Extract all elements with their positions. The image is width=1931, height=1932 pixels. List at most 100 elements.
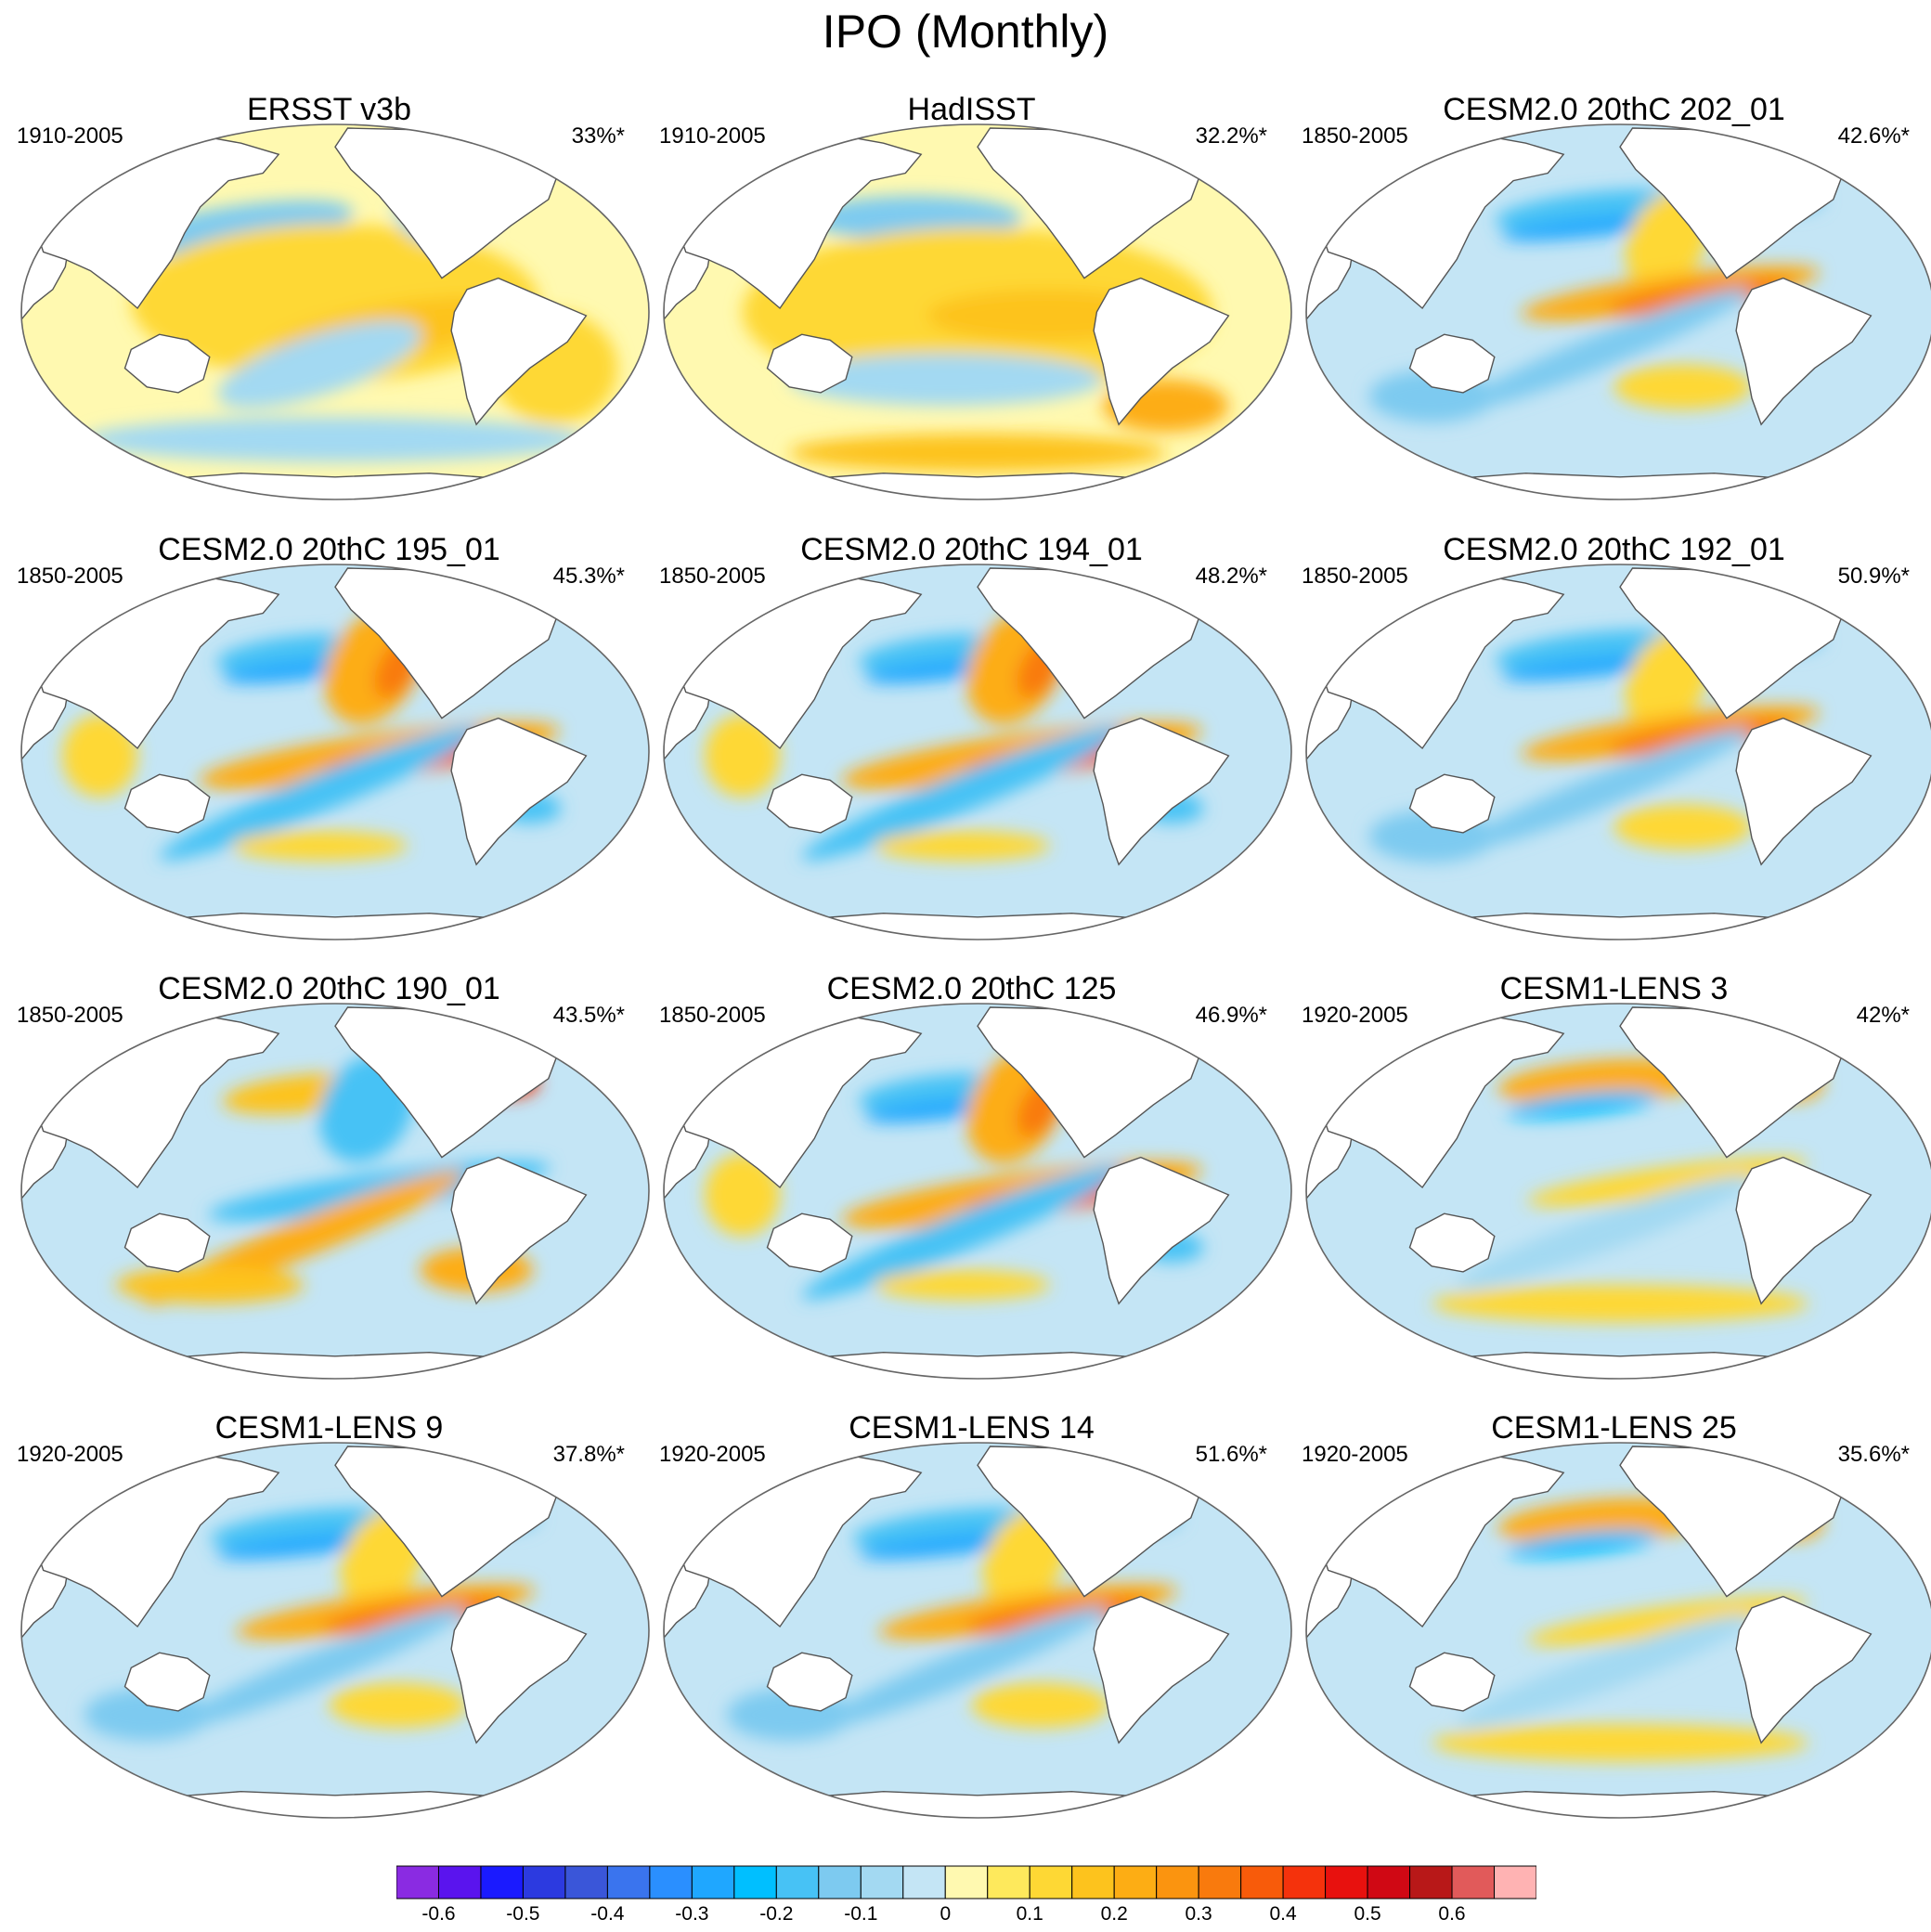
land-australia [123,1212,211,1273]
anomaly-region [1457,1614,1753,1729]
anomaly-region [1608,278,1795,316]
land-australia [123,773,211,834]
anomaly-region [859,1533,1034,1560]
colorbar-box [1451,1865,1496,1900]
anomaly-region [1497,1058,1711,1107]
map-panel: CESM2.0 20thC 190_01 1850-2005 43.5%* [7,970,651,1410]
panel-title: CESM1-LENS 25 [1491,1410,1737,1446]
colorbar-tick-label: -0.2 [759,1903,794,1925]
anomaly-region [1501,655,1677,681]
colorbar-box [437,1865,482,1900]
anomaly-region [159,726,480,861]
land-australia [1408,1652,1496,1712]
colorbar-box [860,1865,904,1900]
panel-period: 1850-2005 [659,564,766,589]
anomaly-region [864,659,1003,683]
colorbar-tick-label: -0.4 [590,1903,625,1925]
colorbar-box [1494,1865,1536,1900]
land-samerica [1735,1156,1873,1305]
colorbar-box [1409,1865,1453,1900]
panel-variance-percent: 48.2%* [1195,564,1267,589]
colorbar-tick-label: 0.2 [1100,1903,1128,1925]
anomaly-region [1608,718,1795,756]
colorbar [396,1865,1536,1900]
colorbar-box [1029,1865,1073,1900]
land-australia [766,333,853,394]
anomaly-region [801,1165,1122,1300]
anomaly-region [971,1682,1109,1729]
colorbar-box [1282,1865,1327,1900]
panel-period: 1850-2005 [1302,564,1408,589]
world-map [1305,1003,1931,1380]
anomaly-region [864,1098,1003,1122]
map-panel: CESM2.0 20thC 192_01 1850-2005 50.9%* [1292,531,1931,971]
anomaly-region [704,714,781,797]
world-map [663,1442,1292,1819]
map-panel: CESM1-LENS 3 1920-2005 42%* [1292,970,1931,1410]
colorbar-tick-label: 0.3 [1185,1903,1212,1925]
anomaly-region [1501,214,1677,241]
land-samerica [1093,1595,1230,1744]
world-map [20,123,650,500]
world-map [663,1003,1292,1380]
world-map [20,1442,650,1819]
colorbar-tick-label: 0.6 [1438,1903,1466,1925]
map-panel: CESM2.0 20thC 125 1850-2005 46.9%* [650,970,1293,1410]
anomaly-region [222,659,360,683]
world-map [663,123,1292,500]
map-border [20,564,650,940]
anomaly-region [216,1533,392,1560]
panel-title: CESM2.0 20thC 125 [826,971,1117,1006]
panel-variance-percent: 32.2%* [1195,123,1267,149]
map-border [663,1003,1292,1380]
colorbar-box [944,1865,989,1900]
colorbar-tick-label: 0.5 [1354,1903,1381,1925]
land-antarctica [140,1790,530,1818]
colorbar-box [1113,1865,1158,1900]
land-samerica [1093,717,1230,866]
map-panel: CESM2.0 20thC 195_01 1850-2005 45.3%* [7,531,651,971]
anomaly-region [1527,1157,1808,1207]
map-border [1305,564,1931,940]
anomaly-region [1457,1175,1753,1290]
land-antarctica [140,472,530,499]
colorbar-tick-label: 0.4 [1269,1903,1297,1925]
map-border [1305,1442,1931,1819]
panel-title: CESM1-LENS 14 [849,1410,1095,1446]
world-map [1305,564,1931,940]
panel-variance-percent: 35.6%* [1837,1442,1910,1467]
panel-title: HadISST [907,92,1036,127]
map-panel: HadISST 1910-2005 32.2%* [650,91,1293,531]
panel-variance-percent: 46.9%* [1195,1003,1267,1028]
colorbar-box [649,1865,693,1900]
anomaly-region [61,714,138,797]
anomaly-region [1497,1498,1711,1546]
anomaly-region [789,434,1166,472]
panel-variance-percent: 50.9%* [1837,564,1910,589]
world-map [663,564,1292,940]
panel-variance-percent: 51.6%* [1195,1442,1267,1467]
land-samerica [1093,277,1230,426]
map-border [663,123,1292,500]
colorbar-box [987,1865,1030,1900]
panel-variance-percent: 42%* [1856,1003,1910,1028]
map-border [1305,123,1931,500]
land-antarctica [1425,1790,1815,1818]
panel-title: CESM2.0 20thC 202_01 [1443,92,1785,127]
panel-title: CESM2.0 20thC 195_01 [158,532,500,567]
panel-variance-percent: 37.8%* [552,1442,625,1467]
panel-title: CESM2.0 20thC 192_01 [1443,532,1785,567]
colorbar-tick-label: 0 [940,1903,952,1925]
colorbar-tick-label: -0.3 [675,1903,709,1925]
panel-period: 1920-2005 [659,1442,766,1467]
land-samerica [1735,1595,1873,1744]
world-map [20,564,650,940]
anomaly-region [1432,1724,1808,1762]
map-panel: CESM1-LENS 25 1920-2005 35.6%* [1292,1409,1931,1849]
anomaly-region [1507,1091,1658,1119]
map-border [20,1003,650,1380]
panel-period: 1910-2005 [17,123,123,149]
colorbar-box [1325,1865,1368,1900]
anomaly-region [1507,1530,1658,1558]
land-antarctica [783,1351,1173,1379]
